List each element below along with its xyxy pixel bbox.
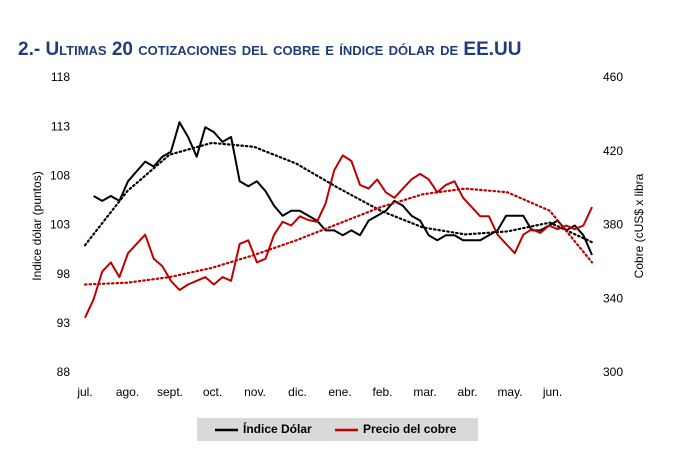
- x-tick-label: sept.: [157, 385, 183, 399]
- y-tick-label: 118: [51, 70, 70, 84]
- y-tick-label: 108: [50, 169, 70, 183]
- y-tick-label: 113: [51, 119, 70, 133]
- chart-title: 2.- Ultimas 20 cotizaciones del cobre e …: [18, 39, 521, 60]
- legend-label: Índice Dólar: [243, 421, 312, 436]
- x-tick-label: oct.: [203, 385, 222, 399]
- y-tick-label: 98: [57, 267, 71, 281]
- y-axis-label: Indice dólar (puntos): [30, 171, 44, 280]
- y2-tick-label: 420: [603, 144, 623, 158]
- y-tick-label: 88: [57, 365, 71, 379]
- y2-tick-label: 300: [603, 365, 623, 379]
- trend-line: [83, 187, 594, 286]
- y-tick-label: 103: [50, 218, 70, 232]
- line: [93, 121, 593, 256]
- y2-tick-label: 340: [603, 291, 623, 305]
- x-tick-label: abr.: [457, 385, 477, 399]
- trend-line: [83, 141, 594, 247]
- x-tick-label: dic.: [288, 385, 307, 399]
- y2-tick-label: 460: [603, 70, 623, 84]
- x-tick-label: jun.: [542, 385, 562, 399]
- x-tick-label: nov.: [244, 385, 266, 399]
- x-tick-label: jul.: [76, 385, 92, 399]
- legend-label: Precio del cobre: [363, 422, 457, 436]
- x-tick-label: ago.: [116, 385, 139, 399]
- y2-axis-label: Cobre (cUS$ x libra: [632, 173, 646, 278]
- y-tick-label: 93: [57, 316, 71, 330]
- x-tick-label: may.: [497, 385, 522, 399]
- x-tick-label: mar.: [413, 385, 436, 399]
- x-tick-label: feb.: [372, 385, 392, 399]
- y2-tick-label: 380: [603, 218, 623, 232]
- line: [84, 154, 593, 319]
- x-tick-label: ene.: [328, 385, 351, 399]
